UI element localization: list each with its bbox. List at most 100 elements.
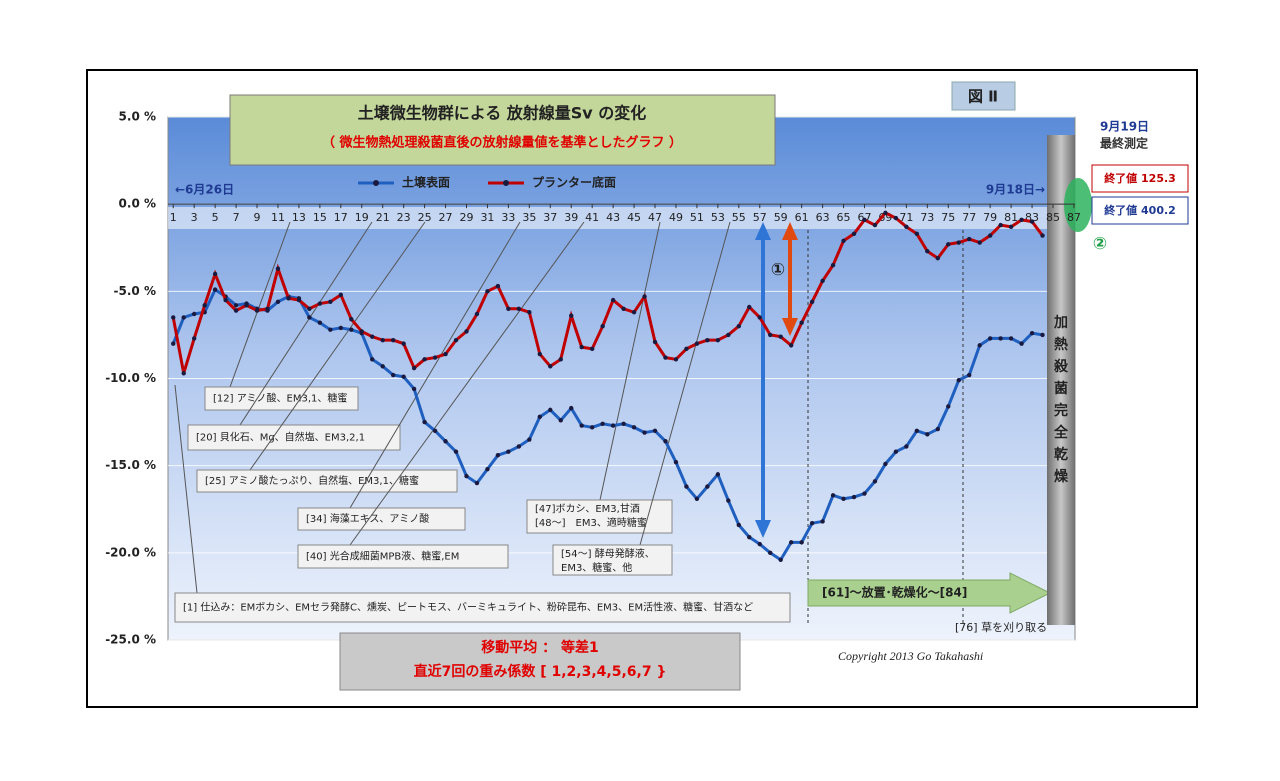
data-point	[548, 407, 553, 413]
data-point	[977, 240, 982, 245]
x-tick-label: 5	[212, 211, 219, 224]
data-point	[956, 240, 961, 245]
data-point	[998, 336, 1003, 341]
data-point	[820, 519, 825, 524]
data-point	[747, 304, 752, 310]
data-point	[380, 364, 385, 369]
x-axis-band	[168, 207, 1075, 229]
x-tick-label: 81	[1004, 211, 1018, 224]
data-point	[998, 222, 1003, 228]
annotation-text: [25] アミノ酸たっぷり、自然塩、EM3,1、糖蜜	[205, 474, 419, 487]
data-point	[579, 423, 584, 428]
data-point	[747, 534, 752, 540]
annotation-box	[297, 507, 466, 531]
y-tick-label: -10.0 %	[105, 371, 156, 385]
data-point	[642, 294, 647, 299]
y-tick-label: 5.0 %	[119, 110, 156, 124]
end-label: 9月18日→	[986, 183, 1045, 197]
data-point	[569, 313, 574, 318]
x-tick-label: 29	[459, 211, 473, 224]
annotation-box	[174, 592, 791, 623]
data-point	[1008, 224, 1014, 230]
data-point	[987, 336, 993, 341]
data-point	[506, 306, 511, 311]
data-point	[652, 428, 658, 433]
data-point	[516, 444, 522, 449]
x-tick-label: 53	[711, 211, 725, 224]
x-tick-label: 57	[753, 211, 767, 224]
data-point	[851, 231, 857, 237]
data-point	[935, 256, 940, 261]
x-tick-label: 3	[191, 211, 198, 224]
final-value: 終了値 125.3	[1104, 171, 1176, 185]
x-tick-label: 79	[983, 211, 997, 224]
x-tick-label: 65	[837, 211, 851, 224]
y-tick-label: -5.0 %	[114, 284, 156, 298]
leader-line	[349, 221, 521, 509]
data-point	[569, 405, 574, 411]
annotation-text: [48～] EM3、適時糖蜜	[535, 516, 647, 529]
data-point	[830, 262, 836, 268]
final-note: 最終測定	[1100, 136, 1148, 151]
leader-line	[239, 221, 373, 426]
data-point	[967, 372, 972, 378]
data-point	[893, 215, 899, 221]
data-point	[558, 418, 563, 423]
data-point	[946, 242, 951, 247]
data-point	[464, 329, 469, 334]
data-point	[370, 334, 375, 339]
data-point	[631, 310, 637, 315]
final-date: 9月19日	[1100, 120, 1149, 134]
annotation-text: [40] 光合成細菌MPB液、糖蜜,EM	[306, 550, 459, 563]
data-point	[275, 299, 281, 304]
data-point	[286, 296, 291, 301]
data-point	[422, 419, 427, 425]
x-tick-label: 75	[941, 211, 955, 224]
data-point	[809, 299, 815, 304]
data-point	[726, 332, 731, 338]
data-point	[181, 371, 186, 376]
annotation-box	[297, 544, 509, 569]
data-point	[673, 459, 679, 465]
data-point	[820, 278, 825, 284]
x-tick-label: 33	[501, 211, 515, 224]
data-point	[1029, 219, 1035, 224]
data-point	[1019, 341, 1024, 346]
data-point	[726, 498, 731, 503]
period-arrow	[807, 572, 1052, 614]
x-tick-label: 63	[816, 211, 830, 224]
data-point	[485, 289, 490, 294]
data-point	[610, 423, 616, 428]
x-tick-label: 77	[962, 211, 976, 224]
data-point	[736, 522, 742, 528]
data-point	[589, 346, 595, 352]
data-point	[474, 480, 480, 486]
data-point	[1040, 233, 1045, 238]
y-tick-label: -25.0 %	[105, 633, 156, 647]
legend-label: プランター底面	[532, 175, 616, 190]
x-tick-label: 37	[543, 211, 557, 224]
data-point	[328, 299, 333, 304]
data-point	[589, 425, 595, 430]
legend-marker	[503, 180, 509, 186]
y-tick-label: -20.0 %	[105, 545, 156, 559]
data-point	[307, 315, 312, 320]
data-point	[422, 357, 427, 362]
x-tick-label: 35	[522, 211, 536, 224]
data-point	[453, 337, 459, 343]
data-point	[621, 306, 626, 311]
heat-label: 加熱殺菌完全乾燥	[1053, 315, 1069, 485]
data-point	[432, 428, 438, 433]
data-point	[390, 372, 396, 378]
data-point	[757, 541, 762, 547]
x-tick-label: 39	[564, 211, 578, 224]
x-tick-label: 47	[648, 211, 662, 224]
data-point	[987, 233, 993, 238]
data-point	[600, 421, 605, 427]
data-point	[296, 297, 302, 303]
x-tick-label: 1	[170, 211, 177, 224]
data-point	[275, 266, 281, 271]
data-point	[495, 453, 501, 458]
y-tick-label: 0.0 %	[119, 197, 156, 211]
data-point	[851, 494, 857, 500]
